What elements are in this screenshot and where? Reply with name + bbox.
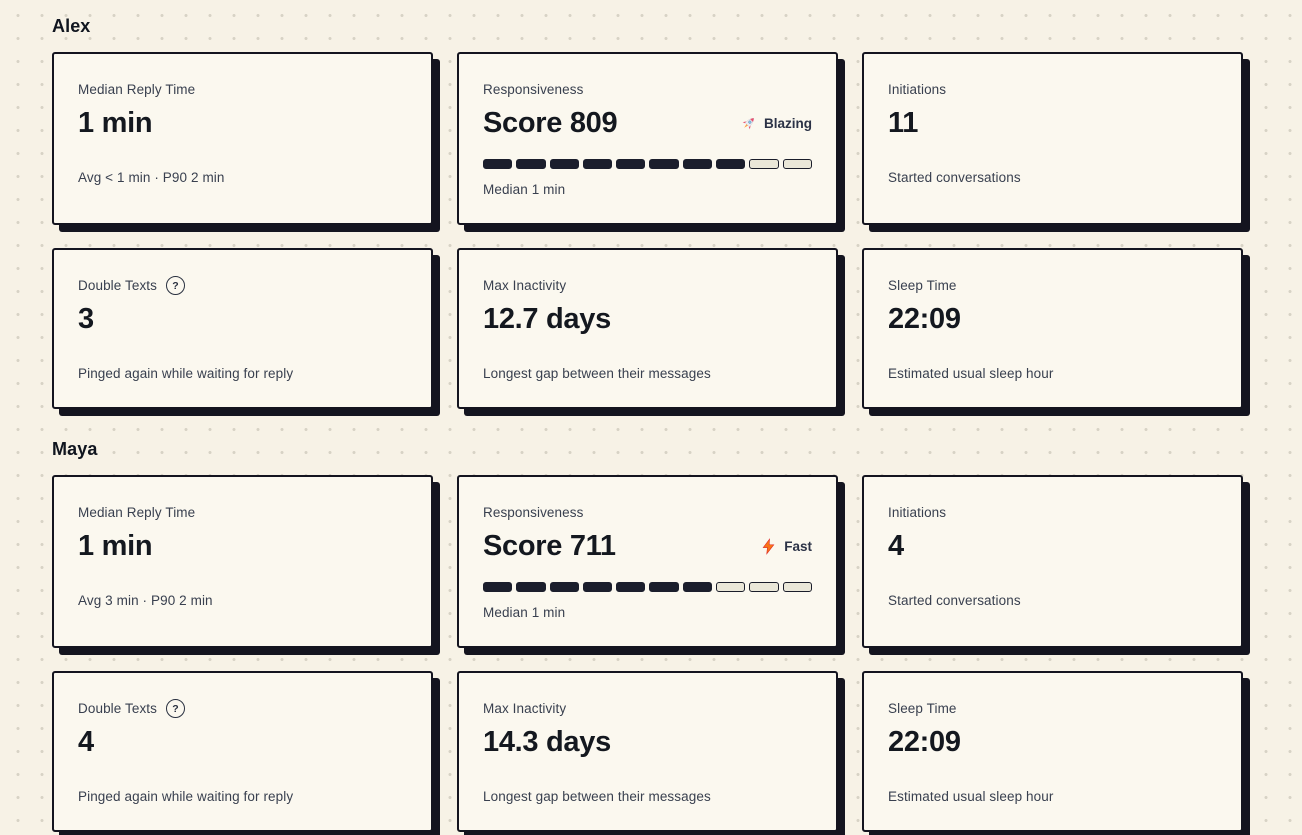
responsiveness-badge: Fast: [760, 537, 812, 555]
rocket-icon: [740, 115, 757, 132]
meter-segment: [782, 159, 812, 169]
meter-segment: [782, 582, 812, 592]
card-label-row: Double Texts ?: [78, 276, 407, 295]
badge-label: Blazing: [763, 115, 812, 131]
card-label: Initiations: [888, 82, 947, 97]
card-value: 1 min: [78, 107, 153, 139]
responsiveness-card: Responsiveness Score 809 Blazing: [457, 52, 838, 225]
card-subtext: Estimated usual sleep hour: [888, 789, 1054, 804]
card-value: 22:09: [888, 303, 961, 335]
card-value: 1 min: [78, 530, 153, 562]
meter-segment: [649, 582, 679, 592]
card-value: 4: [888, 530, 904, 562]
median-reply-time-card: Median Reply Time 1 min Avg < 1 min · P9…: [52, 52, 433, 225]
meter-segment: [483, 582, 513, 592]
person-name-heading: Alex: [52, 16, 91, 36]
card-value: Score 809: [483, 107, 618, 139]
card-label: Responsiveness: [483, 505, 584, 520]
card-subtext: Estimated usual sleep hour: [888, 366, 1054, 381]
initiations-card: Initiations 4 Started conversations: [862, 475, 1243, 648]
max-inactivity-card: Max Inactivity 12.7 days Longest gap bet…: [457, 248, 838, 409]
card-label: Initiations: [888, 505, 947, 520]
score-meter: [483, 582, 812, 592]
card-value: Score 711: [483, 530, 616, 562]
card-subtext: Pinged again while waiting for reply: [78, 366, 294, 381]
card-subtext: Pinged again while waiting for reply: [78, 789, 294, 804]
card-label: Max Inactivity: [483, 278, 567, 293]
card-label: Median Reply Time: [78, 505, 196, 520]
score-row: Score 809 Blazing: [483, 99, 812, 142]
score-meter: [483, 159, 812, 169]
meter-segment: [582, 582, 613, 592]
badge-label: Fast: [784, 538, 812, 554]
card-label: Double Texts: [78, 701, 157, 716]
meter-segment: [749, 159, 779, 169]
card-value: 4: [78, 726, 94, 758]
card-value: 14.3 days: [483, 726, 611, 758]
meter-segment: [682, 582, 713, 592]
help-icon[interactable]: ?: [166, 276, 185, 295]
person-section-maya: Maya Median Reply Time 1 min Avg 3 min ·…: [52, 438, 1250, 832]
card-value: 3: [78, 303, 94, 335]
card-label: Double Texts: [78, 278, 157, 293]
card-subtext: Longest gap between their messages: [483, 366, 711, 381]
stats-grid: Median Reply Time 1 min Avg < 1 min · P9…: [52, 52, 1243, 409]
card-subtext: Started conversations: [888, 170, 1021, 185]
card-subtext: Median 1 min: [483, 182, 566, 197]
sleep-time-card: Sleep Time 22:09 Estimated usual sleep h…: [862, 671, 1243, 832]
score-row: Score 711 Fast: [483, 522, 812, 565]
stats-grid: Median Reply Time 1 min Avg 3 min · P90 …: [52, 475, 1243, 832]
card-value: 12.7 days: [483, 303, 611, 335]
card-subtext: Avg < 1 min · P90 2 min: [78, 170, 225, 185]
meter-segment: [516, 582, 546, 592]
meter-segment: [716, 582, 746, 592]
double-texts-card: Double Texts ? 3 Pinged again while wait…: [52, 248, 433, 409]
card-label: Sleep Time: [888, 278, 957, 293]
card-subtext: Median 1 min: [483, 605, 566, 620]
person-section-alex: Alex Median Reply Time 1 min Avg < 1 min…: [52, 15, 1250, 409]
meter-segment: [682, 159, 713, 169]
card-label-row: Double Texts ?: [78, 699, 407, 718]
card-value: 22:09: [888, 726, 961, 758]
meter-segment: [716, 159, 746, 169]
max-inactivity-card: Max Inactivity 14.3 days Longest gap bet…: [457, 671, 838, 832]
help-icon[interactable]: ?: [166, 699, 185, 718]
meter-segment: [582, 159, 613, 169]
median-reply-time-card: Median Reply Time 1 min Avg 3 min · P90 …: [52, 475, 433, 648]
meter-segment: [483, 159, 513, 169]
card-label: Sleep Time: [888, 701, 957, 716]
double-texts-card: Double Texts ? 4 Pinged again while wait…: [52, 671, 433, 832]
meter-segment: [749, 582, 779, 592]
zap-icon: [760, 537, 777, 555]
card-subtext: Avg 3 min · P90 2 min: [78, 593, 213, 608]
meter-segment: [649, 159, 679, 169]
initiations-card: Initiations 11 Started conversations: [862, 52, 1243, 225]
meter-segment: [516, 159, 546, 169]
responsiveness-card: Responsiveness Score 711 Fast Median 1 m…: [457, 475, 838, 648]
card-label: Max Inactivity: [483, 701, 567, 716]
card-label: Median Reply Time: [78, 82, 196, 97]
card-subtext: Started conversations: [888, 593, 1021, 608]
sleep-time-card: Sleep Time 22:09 Estimated usual sleep h…: [862, 248, 1243, 409]
meter-segment: [616, 159, 646, 169]
meter-segment: [549, 582, 579, 592]
responsiveness-badge: Blazing: [740, 115, 812, 132]
meter-segment: [549, 159, 579, 169]
card-subtext: Longest gap between their messages: [483, 789, 711, 804]
person-name-heading: Maya: [52, 439, 98, 459]
card-value: 11: [888, 107, 919, 139]
card-label: Responsiveness: [483, 82, 584, 97]
meter-segment: [616, 582, 646, 592]
